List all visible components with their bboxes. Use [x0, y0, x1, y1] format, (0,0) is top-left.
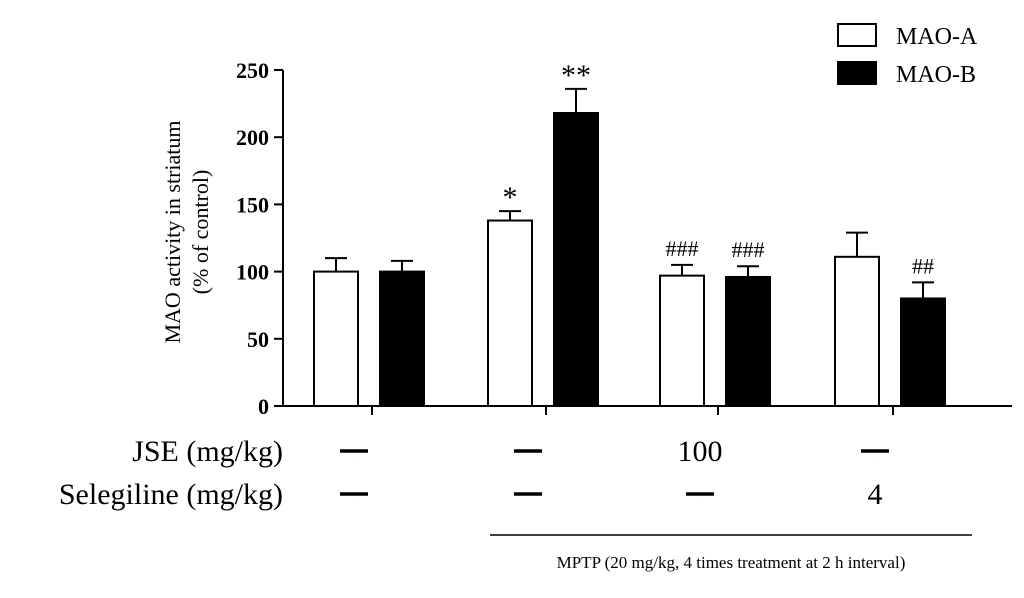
treatment-dash-text: —	[354, 460, 355, 462]
legend-label-mao-a: MAO-A	[896, 24, 978, 50]
treatment-dash-text: —	[354, 503, 355, 505]
bar-mao-b	[553, 112, 599, 408]
significance-label-mao-a: ###	[666, 236, 699, 261]
y-tick-label: 100	[236, 260, 269, 285]
treatment-dash-text: —	[528, 460, 529, 462]
y-tick-label: 50	[247, 327, 269, 352]
selegiline-row-label: Selegiline (mg/kg)	[59, 478, 283, 511]
bar-mao-a	[834, 255, 880, 408]
treatment-rows: JSE (mg/kg) Selegiline (mg/kg) — — 100 — — — —…	[59, 435, 889, 511]
jse-row-label: JSE (mg/kg)	[132, 435, 283, 468]
y-tick-label: 150	[236, 192, 269, 217]
treatment-dash-text: —	[875, 460, 876, 462]
treatment-value: 100	[678, 435, 723, 468]
legend-swatch-mao-a	[837, 23, 877, 47]
treatment-dash-text: —	[528, 503, 529, 505]
y-axis-label-line1: MAO activity in striatum	[160, 120, 185, 343]
legend-label-mao-b: MAO-B	[896, 62, 976, 88]
y-tick-label: 0	[258, 394, 269, 419]
y-axis-label-line2: (% of control)	[188, 170, 213, 295]
treatment-dash-text: —	[700, 503, 701, 505]
bar-mao-b	[725, 275, 771, 408]
significance-label-mao-b: ##	[912, 253, 934, 278]
significance-label-mao-b: ###	[732, 237, 765, 262]
y-tick-label: 250	[236, 58, 269, 83]
treatment-value: 4	[868, 478, 883, 511]
y-tick-label: 200	[236, 125, 269, 150]
bar-mao-a	[313, 270, 359, 407]
mptp-note: MPTP (20 mg/kg, 4 times treatment at 2 h…	[557, 553, 906, 572]
significance-label-mao-b: **	[561, 59, 591, 92]
legend-swatch-mao-b	[837, 61, 877, 85]
bar-mao-a	[487, 219, 533, 407]
significance-label-mao-a: *	[503, 181, 518, 214]
bar-mao-b	[379, 270, 425, 407]
bar-mao-a	[659, 274, 705, 407]
bars: *###**#####	[313, 59, 946, 408]
bar-mao-b	[900, 297, 946, 408]
legend: MAO-A MAO-B	[837, 23, 978, 88]
